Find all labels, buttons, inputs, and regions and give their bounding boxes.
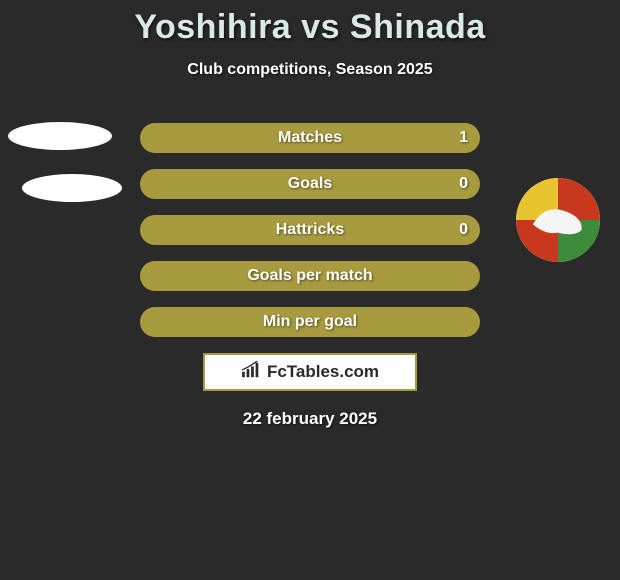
page-title: Yoshihira vs Shinada xyxy=(0,0,620,47)
stat-label: Min per goal xyxy=(263,313,357,331)
stat-row: Goals 0 xyxy=(0,169,620,199)
stat-value: 0 xyxy=(459,221,468,239)
stat-label: Goals per match xyxy=(247,267,372,285)
chart-icon xyxy=(241,361,263,384)
stat-row: Hattricks 0 xyxy=(0,215,620,245)
branding-badge: FcTables.com xyxy=(203,353,417,391)
stat-value: 0 xyxy=(459,175,468,193)
date-label: 22 february 2025 xyxy=(0,409,620,429)
stat-row: Min per goal xyxy=(0,307,620,337)
stat-bar: Goals per match xyxy=(140,261,480,291)
stat-row: Goals per match xyxy=(0,261,620,291)
stat-label: Matches xyxy=(278,129,342,147)
stat-bar: Matches 1 xyxy=(140,123,480,153)
stat-label: Hattricks xyxy=(276,221,344,239)
stat-bar: Hattricks 0 xyxy=(140,215,480,245)
subtitle: Club competitions, Season 2025 xyxy=(0,61,620,79)
stat-row: Matches 1 xyxy=(0,123,620,153)
branding-text: FcTables.com xyxy=(267,362,379,382)
stat-label: Goals xyxy=(288,175,332,193)
stat-bar: Goals 0 xyxy=(140,169,480,199)
stat-bar: Min per goal xyxy=(140,307,480,337)
stat-value: 1 xyxy=(459,129,468,147)
